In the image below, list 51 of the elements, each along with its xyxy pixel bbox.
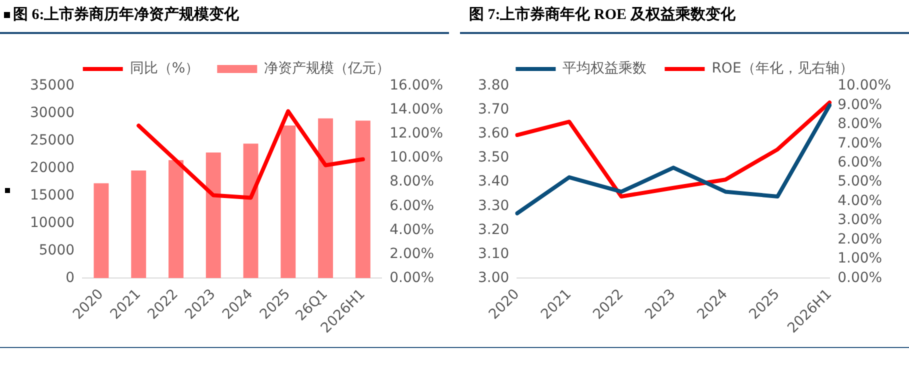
y2-tick-label: 12.00% [390, 126, 444, 142]
bar [243, 144, 258, 278]
bar [168, 160, 184, 278]
bar [131, 170, 146, 278]
legend-label: 平均权益乘数 [562, 60, 647, 77]
y-tick-label: 35000 [30, 78, 75, 94]
y-tick-label: 10000 [30, 214, 75, 231]
y-tick-label: 5000 [38, 242, 75, 258]
y-tick-label: 20000 [30, 160, 75, 176]
y-tick-label: 15000 [30, 187, 75, 204]
y2-tick-label: 0.00% [838, 270, 882, 286]
y-tick-label: 3.50 [478, 150, 510, 166]
y-tick-label: 3.00 [478, 270, 510, 286]
bar [318, 118, 334, 278]
bar [355, 120, 370, 278]
y2-tick-label: 4.00% [838, 192, 882, 209]
y-tick-label: 3.40 [478, 174, 510, 190]
legend-label: 同比（%） [130, 60, 200, 77]
y-tick-label: 30000 [30, 105, 75, 122]
y-tick-label: 3.20 [478, 222, 510, 238]
chart-title: 图 7:上市券商年化 ROE 及权益乘数变化 [469, 5, 736, 24]
y-tick-label: 25000 [30, 132, 75, 149]
y2-tick-label: 2.00% [838, 231, 882, 248]
y2-tick-label: 5.00% [838, 174, 882, 190]
y2-tick-label: 14.00% [390, 102, 444, 118]
y2-tick-label: 16.00% [390, 78, 444, 94]
y2-tick-label: 1.00% [838, 250, 882, 267]
y2-tick-label: 6.00% [838, 154, 882, 171]
y2-tick-label: 10.00% [838, 78, 892, 94]
y-tick-label: 0 [66, 270, 75, 286]
y2-tick-label: 0.00% [390, 270, 434, 286]
legend-label: 净资产规模（亿元） [264, 60, 390, 77]
y2-tick-label: 9.00% [838, 96, 882, 113]
y2-tick-label: 8.00% [390, 174, 434, 190]
legend-label: ROE（年化，见右轴） [712, 60, 854, 77]
bar [206, 152, 221, 278]
y-tick-label: 3.80 [478, 78, 510, 94]
y2-tick-label: 3.00% [838, 212, 882, 228]
y2-tick-label: 6.00% [390, 198, 434, 214]
y-tick-label: 3.60 [478, 126, 510, 142]
y-tick-label: 3.30 [478, 198, 510, 214]
y2-tick-label: 10.00% [390, 150, 444, 166]
chart-title: 图 6:上市券商历年净资产规模变化 [13, 5, 240, 24]
y-tick-label: 3.70 [478, 102, 510, 118]
y2-tick-label: 4.00% [390, 222, 434, 238]
y2-tick-label: 8.00% [838, 116, 882, 132]
y2-tick-label: 7.00% [838, 135, 882, 152]
bar [280, 126, 296, 278]
y2-tick-label: 2.00% [390, 246, 434, 262]
y-tick-label: 3.10 [478, 246, 510, 262]
bar [94, 183, 109, 278]
